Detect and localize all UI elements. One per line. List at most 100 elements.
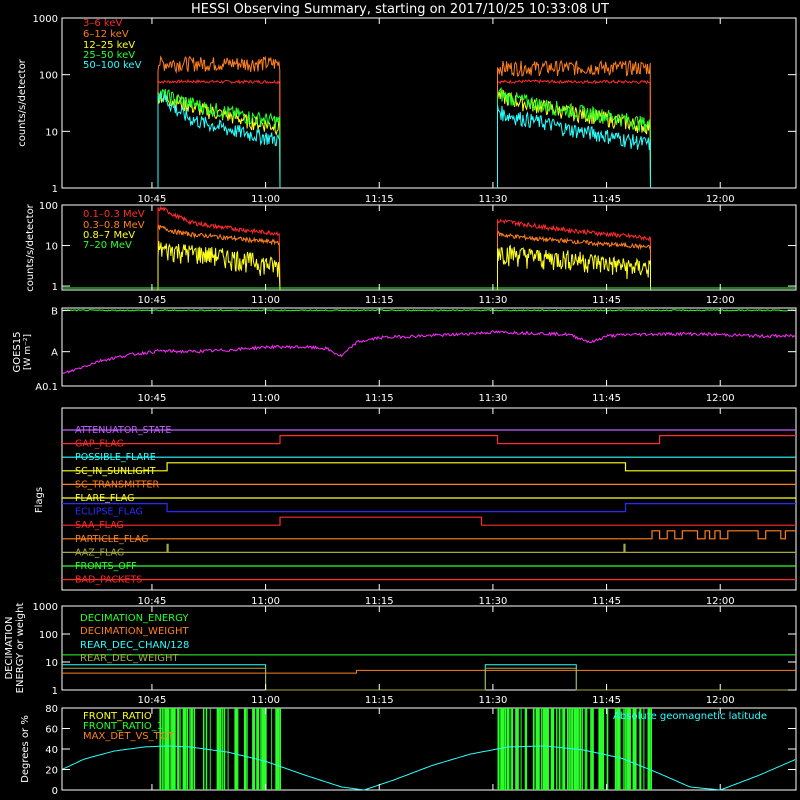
lightcurve-low-energy-panel: 1 10 100 1000 10:45 11:00 11:15 11:30 11:45 12:0… — [17, 14, 797, 205]
legend-12-25-kev: 12–25 keV — [83, 40, 135, 51]
x-tick-label: 11:45 — [592, 695, 621, 706]
front-ratio-bar — [545, 708, 548, 790]
series-line-12-25-keV — [497, 89, 651, 189]
legend-decimation-energy: DECIMATION_ENERGY — [80, 613, 189, 624]
series-line-rear-dec-weight — [62, 667, 796, 691]
series-line-3-6-keV — [497, 79, 651, 189]
front-ratio-bar — [218, 708, 220, 790]
front-ratio-bar — [234, 708, 237, 790]
front-ratio-bar — [606, 708, 609, 790]
front-ratio-bar — [579, 708, 582, 790]
front-ratio-bar — [170, 708, 172, 790]
front-ratio-bar — [618, 708, 621, 790]
x-tick-label: 11:00 — [251, 596, 280, 607]
front-ratio-bar — [190, 708, 193, 790]
front-ratio-bar — [550, 708, 554, 790]
front-ratio-bar — [167, 708, 170, 790]
x-tick-label: 11:30 — [478, 194, 507, 205]
front-ratio-bar — [524, 708, 528, 790]
y-tick-label: 10 — [45, 658, 58, 669]
flag-label-saa-flag: SAA_FLAG — [75, 520, 124, 531]
series-line-50-100-keV — [497, 104, 651, 189]
front-ratio-bar — [237, 708, 239, 790]
flag-label-bad-packets: BAD_PACKETS — [75, 575, 142, 586]
front-ratio-bar — [635, 708, 637, 790]
x-tick-label: 11:15 — [365, 194, 394, 205]
front-ratio-bar — [189, 708, 191, 790]
front-ratio-bar — [222, 708, 223, 790]
decimation-ylabel-2: ENERGY or weight — [15, 603, 26, 694]
decimation-legend: DECIMATION_ENERGY DECIMATION_WEIGHT REAR… — [80, 613, 189, 664]
y-tick-label: 1 — [52, 282, 58, 293]
front-ratio-bar — [265, 708, 267, 790]
front-ratio-bar — [263, 708, 265, 790]
front-ratio-bar — [556, 708, 558, 790]
front-ratio-bar — [507, 708, 510, 790]
x-tick-label: 12:00 — [706, 596, 735, 607]
front-ratio-bar — [599, 708, 603, 790]
front-ratio-bar — [253, 708, 255, 790]
flag-line-saa-flag — [62, 516, 796, 526]
goes-ylabel-1: GOES15 — [12, 331, 23, 372]
lightcurve-high-energy-panel: 1 10 100 10:45 11:00 11:15 11:30 11:45 12:00 co… — [25, 201, 797, 306]
flag-line-gap-flag — [62, 435, 796, 445]
front-ratio-bar — [568, 708, 570, 790]
series-line-25-50-keV — [157, 88, 281, 189]
y-tick-label: 20 — [45, 766, 58, 777]
goes-panel: B A A0.1 10:45 11:00 11:15 11:30 11:45 12:00 GO… — [12, 306, 797, 404]
front-ratio-bar — [511, 708, 513, 790]
front-ratio-bar — [166, 708, 168, 790]
legend-decimation-weight: DECIMATION_WEIGHT — [80, 626, 189, 637]
x-tick-label: 10:45 — [138, 393, 167, 404]
legend-0-8-7-mev: 0.8–7 MeV — [83, 230, 135, 241]
series-line-0-1-0-3-MeV — [157, 205, 281, 291]
series-line-6-12-keV — [497, 59, 651, 189]
front-ratio-bar — [628, 708, 631, 790]
x-tick-label: 11:00 — [251, 194, 280, 205]
x-tick-label: 11:00 — [251, 695, 280, 706]
front-ratio-bar — [541, 708, 543, 790]
front-ratio-bar — [182, 708, 185, 790]
front-ratio-bar — [516, 708, 519, 790]
decimation-ylabel-1: DECIMATION — [4, 616, 15, 679]
front-ratio-bar — [162, 708, 164, 790]
flags-ylabel: Flags — [34, 487, 45, 513]
y-tick-label: 10 — [45, 242, 58, 253]
front-ratio-bar — [538, 708, 540, 790]
front-ratio-bar — [271, 708, 273, 790]
flag-label-aaz-flag: AAZ_FLAG — [75, 547, 124, 558]
front-ratio-bar — [617, 708, 620, 790]
x-tick-label: 11:15 — [365, 393, 394, 404]
front-ratio-bar — [553, 708, 555, 790]
front-ratio-bar — [546, 708, 549, 790]
front-ratio-bar — [591, 708, 594, 790]
x-tick-label: 11:15 — [365, 295, 394, 306]
flag-label-possible-flare: POSSIBLE_FLARE — [75, 452, 156, 463]
flag-label-sc-in-sunlight: SC_IN_SUNLIGHT — [75, 466, 156, 477]
front-ratio-bar — [501, 708, 504, 790]
flags-panel: ATTENUATOR_STATE GAP_FLAG POSSIBLE_FLARE SC… — [34, 407, 797, 607]
front-ratio-bar — [183, 708, 187, 790]
legend-3-6-kev: 3–6 keV — [83, 18, 122, 29]
y-tick-label: 1000 — [33, 602, 58, 613]
front-ratio-bar — [252, 708, 254, 790]
x-tick-label: 10:45 — [138, 295, 167, 306]
x-tick-label: 11:45 — [592, 596, 621, 607]
front-ratio-bar — [520, 708, 522, 790]
x-tick-label: 12:00 — [706, 695, 735, 706]
front-ratio-bar — [639, 708, 642, 790]
flag-label-particle-flag: PARTICLE_FLAG — [75, 534, 148, 545]
front-ratio-bar — [504, 708, 507, 790]
legend-25-50-kev: 25–50 keV — [83, 50, 135, 61]
series-line-3-6-keV — [157, 78, 281, 189]
front-ratio-bar — [586, 708, 588, 790]
legend-front-ratio: FRONT_RATIO — [83, 711, 152, 722]
ratio-panel: 0 20 40 60 80 Degrees or % FRONT_RATIO FRONT… — [20, 704, 797, 797]
legend-front-ratio-1: FRONT_RATIO_1 — [83, 721, 163, 732]
y-tick-label: 100 — [39, 71, 58, 82]
x-tick-label: 12:00 — [706, 393, 735, 404]
flag-line-aaz-flag — [62, 543, 796, 553]
x-tick-label: 11:30 — [478, 295, 507, 306]
x-tick-label: 11:30 — [478, 393, 507, 404]
